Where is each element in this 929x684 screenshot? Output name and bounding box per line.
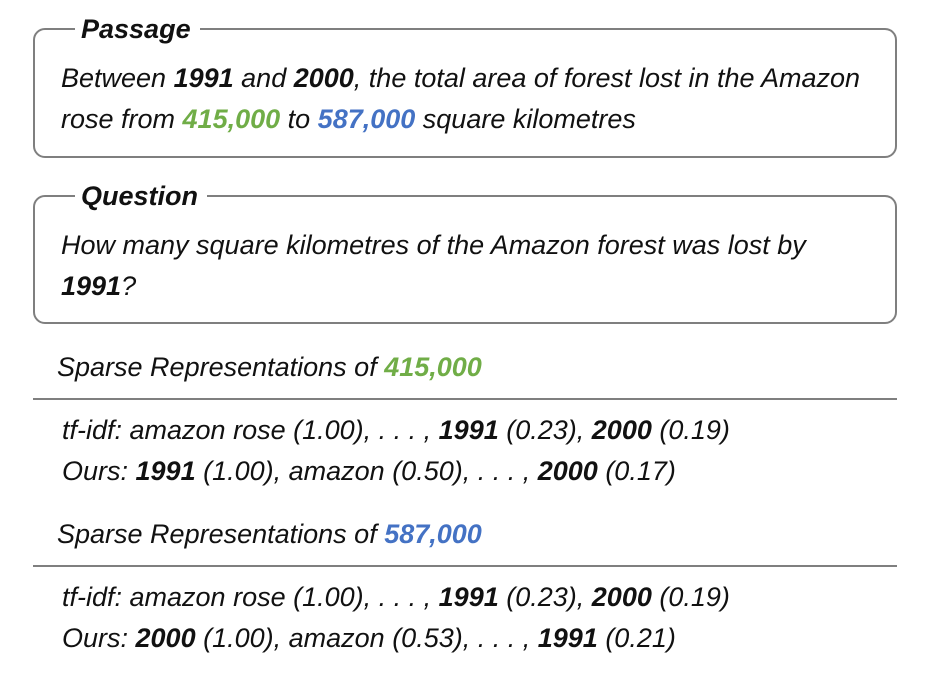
section-heading-prefix: Sparse Representations of xyxy=(57,352,385,382)
passage-title: Passage xyxy=(75,11,200,47)
tfidf-keyword: 2000 xyxy=(591,582,652,612)
tfidf-representation-line: tf-idf: amazon rose (1.00), . . . , 1991… xyxy=(62,412,730,448)
passage-post: square kilometres xyxy=(415,104,636,134)
question-title: Question xyxy=(75,178,208,214)
ours-label: Ours: xyxy=(62,456,136,486)
tfidf-segment: (0.23), xyxy=(498,415,592,445)
ours-representation-line: Ours: 2000 (1.00), amazon (0.53), . . . … xyxy=(62,620,676,656)
passage-and: and xyxy=(233,63,294,93)
tfidf-label: tf-idf: xyxy=(62,415,130,445)
section-heading-value: 415,000 xyxy=(384,352,482,382)
ours-keyword: 2000 xyxy=(537,456,598,486)
section-divider xyxy=(33,565,897,567)
question-year: 1991 xyxy=(61,271,122,301)
question-post: ? xyxy=(121,271,137,301)
ours-representation-line: Ours: 1991 (1.00), amazon (0.50), . . . … xyxy=(62,453,676,489)
passage-text: Between 1991 and 2000, the total area of… xyxy=(61,58,881,140)
ours-keyword: 2000 xyxy=(135,623,196,653)
passage-mid: , the total area of forest lost in the A… xyxy=(61,63,861,134)
tfidf-label: tf-idf: xyxy=(62,582,130,612)
ours-segment: (0.17) xyxy=(597,456,676,486)
tfidf-segment: (0.19) xyxy=(651,415,730,445)
passage-year-2000: 2000 xyxy=(293,63,354,93)
tfidf-representation-line: tf-idf: amazon rose (1.00), . . . , 1991… xyxy=(62,579,730,615)
ours-keyword: 1991 xyxy=(537,623,598,653)
passage-pre: Between xyxy=(61,63,174,93)
passage-box: Passage Between 1991 and 2000, the total… xyxy=(33,11,897,158)
tfidf-keyword: 1991 xyxy=(438,582,499,612)
ours-segment: (0.21) xyxy=(597,623,676,653)
tfidf-segment: amazon rose (1.00), . . . , xyxy=(129,415,439,445)
section-heading-415000: Sparse Representations of 415,000 xyxy=(57,349,482,385)
section-divider xyxy=(33,398,897,400)
section-heading-587000: Sparse Representations of 587,000 xyxy=(57,516,482,552)
passage-value-415000: 415,000 xyxy=(182,104,281,134)
tfidf-segment: (0.23), xyxy=(498,582,592,612)
ours-label: Ours: xyxy=(62,623,136,653)
section-heading-value: 587,000 xyxy=(384,519,482,549)
ours-keyword: 1991 xyxy=(135,456,196,486)
passage-year-1991: 1991 xyxy=(173,63,234,93)
section-heading-prefix: Sparse Representations of xyxy=(57,519,385,549)
passage-value-587000: 587,000 xyxy=(317,104,416,134)
question-box: Question How many square kilometres of t… xyxy=(33,178,897,324)
question-text: How many square kilometres of the Amazon… xyxy=(61,225,881,307)
passage-to: to xyxy=(280,104,318,134)
tfidf-keyword: 2000 xyxy=(591,415,652,445)
question-pre: How many square kilometres of the Amazon… xyxy=(61,230,806,260)
tfidf-segment: (0.19) xyxy=(651,582,730,612)
tfidf-keyword: 1991 xyxy=(438,415,499,445)
tfidf-segment: amazon rose (1.00), . . . , xyxy=(129,582,439,612)
ours-segment: (1.00), amazon (0.53), . . . , xyxy=(195,623,538,653)
ours-segment: (1.00), amazon (0.50), . . . , xyxy=(195,456,538,486)
